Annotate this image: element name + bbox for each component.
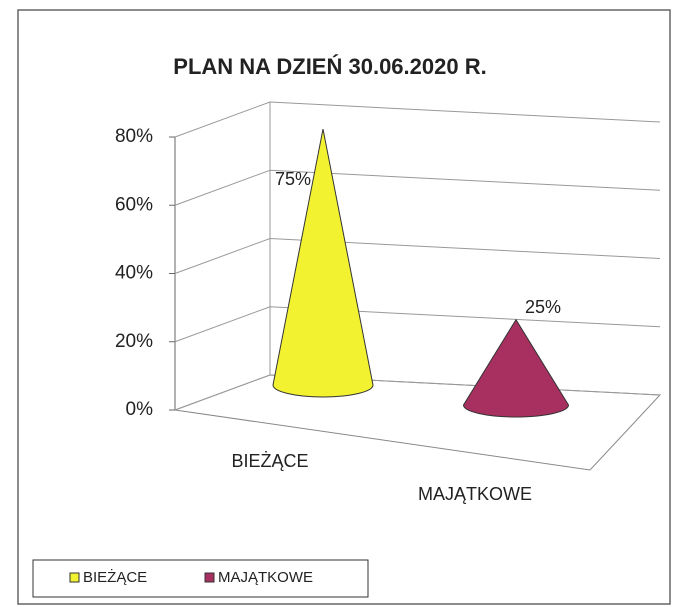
chart-title: PLAN NA DZIEŃ 30.06.2020 R. (173, 54, 486, 79)
value-label: 25% (525, 297, 561, 317)
legend-box (32, 559, 369, 598)
y-tick-label: 60% (115, 194, 153, 215)
grid-line (174, 306, 661, 343)
y-tick-label: 0% (126, 399, 154, 420)
y-tick-label: 40% (115, 263, 153, 284)
legend-swatch (69, 572, 80, 583)
cone (462, 318, 570, 418)
category-label: MAJĄTKOWE (418, 484, 532, 504)
cone (272, 128, 374, 398)
y-tick-label: 20% (115, 331, 153, 352)
category-label: BIEŻĄCE (231, 451, 308, 471)
legend-label: MAJĄTKOWE (218, 569, 313, 586)
grid-line (174, 101, 661, 138)
y-tick-label: 80% (115, 126, 153, 147)
grid-line (174, 169, 661, 206)
value-label: 75% (275, 169, 311, 189)
grid-line (174, 237, 661, 274)
legend-label: BIEŻĄCE (83, 568, 147, 586)
legend-swatch (204, 572, 215, 583)
